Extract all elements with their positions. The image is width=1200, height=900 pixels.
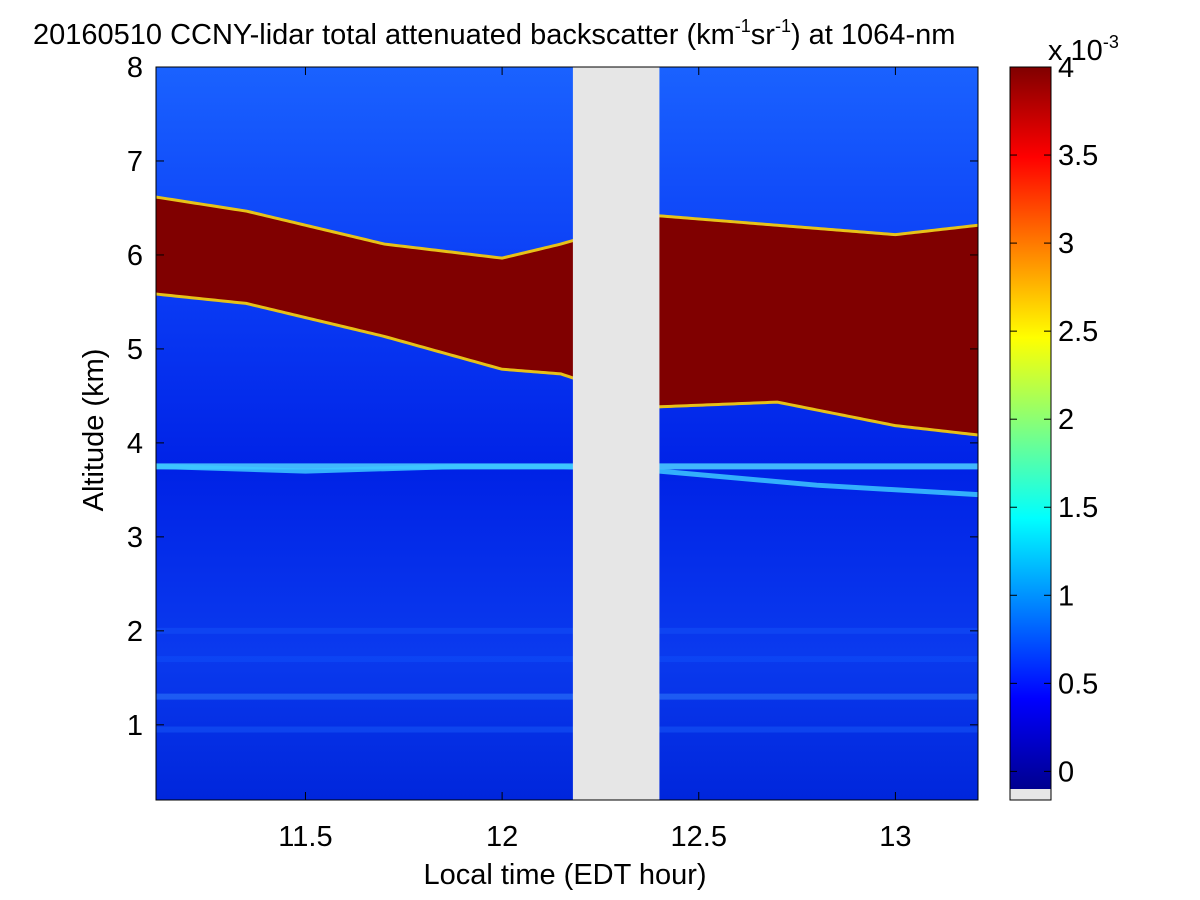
colorbar-tick-label: 2.5: [1058, 316, 1098, 348]
backscatter-band: [156, 726, 978, 733]
y-tick-label: 6: [127, 240, 143, 272]
heatmap-background: [156, 67, 978, 800]
y-tick-label: 1: [127, 710, 143, 742]
y-tick-label: 8: [127, 52, 143, 84]
colorbar-tick-label: 4: [1058, 52, 1074, 84]
backscatter-band: [156, 627, 978, 634]
colorbar-frame: [1009, 66, 1052, 801]
aerosol-layer-line: [156, 463, 978, 498]
y-axis-label: Altitude (km): [78, 349, 110, 512]
heatmap-plot: [156, 67, 978, 800]
colorbar-gradient: [1010, 67, 1051, 789]
cloud-layer: [156, 198, 978, 434]
plot-frame: [155, 66, 979, 801]
colorbar-tick-label: 1: [1058, 580, 1074, 612]
x-tick-label: 12.5: [671, 821, 727, 853]
colorbar-tick-label: 1.5: [1058, 492, 1098, 524]
x-tick-label: 13: [879, 821, 911, 853]
colorbar-tick-label: 3.5: [1058, 140, 1098, 172]
y-axis: 1 2 3 4 5 6 7 8: [127, 52, 978, 742]
backscatter-band: [156, 693, 978, 700]
y-tick-label: 5: [127, 334, 143, 366]
data-gap: [572, 67, 660, 800]
colorbar-tick-label: 0: [1058, 756, 1074, 788]
colorbar-exponent: x 10-3: [1048, 32, 1119, 67]
colorbar-tick-label: 0.5: [1058, 668, 1098, 700]
colorbar-tick-label: 3: [1058, 228, 1074, 260]
x-axis-label: Local time (EDT hour): [423, 859, 706, 891]
x-tick-label: 11.5: [278, 821, 332, 853]
chart-title: 20160510 CCNY-lidar total attenuated bac…: [33, 16, 955, 51]
y-tick-label: 3: [127, 522, 143, 554]
y-tick-label: 2: [127, 616, 143, 648]
x-axis: 11.5 12 12.5 13: [278, 67, 912, 853]
backscatter-band: [156, 656, 978, 663]
x-tick-label: 12: [486, 821, 518, 853]
colorbar-nodata-swatch: [1010, 789, 1051, 800]
y-tick-label: 7: [127, 146, 143, 178]
colorbar: 0 0.5 1 1.5 2 2.5 3 3.5 4 x 10-3: [1009, 32, 1119, 801]
y-tick-label: 4: [127, 428, 143, 460]
colorbar-tick-label: 2: [1058, 404, 1074, 436]
